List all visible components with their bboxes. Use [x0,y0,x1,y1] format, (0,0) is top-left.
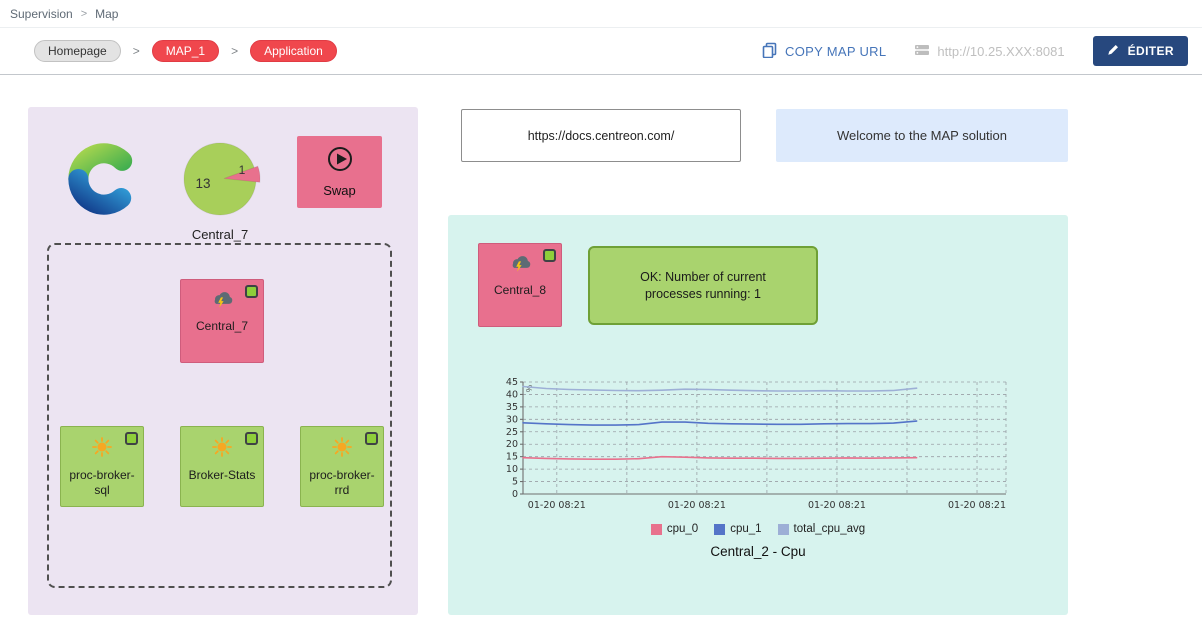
storm-cloud-icon [209,289,235,314]
status-ok-indicator [245,432,258,445]
swap-action-widget[interactable]: Swap [297,136,382,208]
map-panel-right: Central_8 OK: Number of current processe… [448,215,1068,615]
top-breadcrumb: Supervision > Map [0,0,1202,28]
svg-text:20: 20 [506,439,518,450]
copy-map-url-button[interactable]: COPY MAP URL [762,42,886,61]
documentation-url-text: https://docs.centreon.com/ [527,128,675,143]
svg-text:30: 30 [506,414,518,425]
status-ok-indicator [245,285,258,298]
chevron-right-icon: > [231,44,239,58]
svg-text:35: 35 [506,402,518,413]
legend-label: cpu_1 [730,523,762,535]
svg-text:15: 15 [506,452,518,463]
node-label: Broker-Stats [188,468,256,482]
path-chip-homepage[interactable]: Homepage [34,40,121,62]
svg-text:0: 0 [512,489,518,500]
legend-label: cpu_0 [666,523,699,535]
welcome-text: Welcome to the MAP solution [836,128,1008,143]
legend-swatch [650,523,662,535]
node-group-container: Central_7 proc-broker-sql [47,243,392,588]
svg-text:10: 10 [506,464,518,475]
node-label: proc-broker-rrd [309,468,375,497]
edit-map-button[interactable]: ÉDITER [1092,36,1188,66]
gauge-value-ok: 13 [195,176,210,191]
edit-map-label: ÉDITER [1127,44,1174,58]
svg-text:45: 45 [506,378,518,388]
map-node-proc-broker-rrd[interactable]: proc-broker-rrd [300,426,384,507]
server-url-group: http://10.25.XXX:8081 [914,42,1065,61]
gauge-value-problem: 1 [239,163,246,177]
map-node-central-8[interactable]: Central_8 [478,243,562,327]
sun-icon [331,436,353,463]
gauge-label: Central_7 [191,227,249,242]
breadcrumb-supervision[interactable]: Supervision [10,6,73,21]
sun-icon [91,436,113,463]
svg-text:01-20 08:21: 01-20 08:21 [808,500,866,511]
svg-text:40: 40 [506,389,518,400]
copy-map-url-label: COPY MAP URL [785,43,887,59]
path-chip-application[interactable]: Application [250,40,337,62]
legend-swatch [714,523,726,535]
node-label: proc-broker-sql [69,468,135,497]
legend-item-cpu_0: cpu_0 [650,523,699,535]
svg-text:%: % [525,385,534,392]
chart-legend: cpu_0 cpu_1 total_cpu_avg [493,523,1023,535]
swap-label: Swap [323,183,356,198]
service-output-widget: OK: Number of current processes running:… [588,246,818,325]
pencil-icon [1107,43,1120,59]
toolbar-right-group: COPY MAP URL http://10.25.XXX:8081 ÉDITE… [762,36,1188,66]
map-node-central-7[interactable]: Central_7 [180,279,264,363]
cpu-chart-widget[interactable]: 0 5 10 15 20 25 30 35 40 45 01-20 08:21 01-20 08:21… [493,377,1023,559]
map-node-proc-broker-sql[interactable]: proc-broker-sql [60,426,144,507]
map-toolbar: Homepage > MAP_1 > Application COPY MAP … [0,28,1202,75]
map-panel-left: 13 1 Central_7 Swap Central_7 [28,107,418,615]
svg-text:01-20 08:21: 01-20 08:21 [948,500,1006,511]
breadcrumb-map[interactable]: Map [95,6,119,21]
chevron-right-icon: > [132,44,140,58]
legend-item-cpu_1: cpu_1 [714,523,762,535]
legend-swatch [777,523,789,535]
welcome-text-widget: Welcome to the MAP solution [776,109,1068,162]
status-ok-indicator [125,432,138,445]
storm-cloud-icon [507,253,533,278]
path-chip-map-1[interactable]: MAP_1 [151,40,220,62]
service-output-text: OK: Number of current processes running:… [640,269,766,301]
status-ok-indicator [543,249,556,262]
legend-label: total_cpu_avg [793,523,866,535]
chevron-right-icon: > [80,7,88,20]
svg-text:01-20 08:21: 01-20 08:21 [528,500,586,511]
play-circle-icon [326,145,354,176]
status-ok-indicator [365,432,378,445]
node-label: Central_8 [493,283,547,297]
server-url-text: http://10.25.XXX:8081 [937,43,1065,59]
status-pie-chart: 13 1 [183,142,261,216]
svg-text:5: 5 [512,477,518,488]
documentation-url-widget[interactable]: https://docs.centreon.com/ [461,109,741,162]
map-node-broker-stats[interactable]: Broker-Stats [180,426,264,507]
svg-text:25: 25 [506,427,518,438]
sun-icon [211,436,233,463]
gauge-widget-central-7[interactable]: 13 1 Central_7 [178,135,262,242]
centreon-logo [65,140,143,223]
chart-title: Central_2 - Cpu [710,544,806,559]
copy-icon [762,42,778,61]
legend-item-total_cpu_avg: total_cpu_avg [777,523,866,535]
node-label: Central_7 [195,319,249,333]
server-icon [914,42,930,61]
svg-text:01-20 08:21: 01-20 08:21 [668,500,726,511]
